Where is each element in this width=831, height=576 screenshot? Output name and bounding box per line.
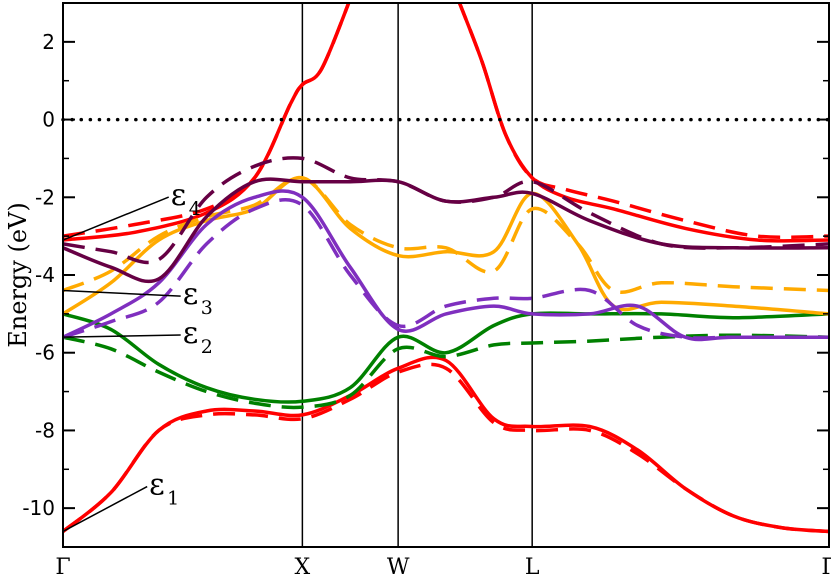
annotation-subscript: 2 bbox=[201, 336, 213, 358]
annotation-subscript: 3 bbox=[201, 297, 213, 319]
y-tick-label: -2 bbox=[35, 185, 55, 209]
y-axis-label: Energy (eV) bbox=[4, 202, 32, 347]
y-tick-label: -8 bbox=[35, 418, 55, 442]
annotation-subscript: 1 bbox=[167, 488, 179, 510]
kpoint-label: W bbox=[387, 555, 410, 576]
kpoint-label: X bbox=[295, 555, 311, 576]
annotations: ε 1ε 2ε 3ε 4 bbox=[62, 178, 213, 533]
annotation-leader bbox=[62, 289, 181, 297]
annotation-epsilon: ε bbox=[183, 277, 199, 312]
annotation-leader bbox=[62, 485, 148, 533]
kpoint-label: L bbox=[525, 555, 540, 576]
annotation-epsilon: ε bbox=[171, 178, 187, 213]
annotation-epsilon: ε bbox=[183, 316, 199, 351]
kpoint-label: Γ bbox=[821, 555, 831, 576]
band-series-6-solid bbox=[63, 311, 829, 404]
band-series-1-dashed bbox=[63, 362, 829, 534]
band-series-3-dashed bbox=[63, 3, 351, 238]
band-series-11-dashed bbox=[63, 197, 829, 340]
band-series-5-dashed bbox=[457, 3, 829, 240]
y-tick-label: -4 bbox=[35, 263, 55, 287]
band-series-7-dashed bbox=[63, 333, 829, 410]
y-tick-label: 2 bbox=[42, 30, 55, 54]
band-lines bbox=[63, 3, 829, 534]
band-series-10-solid bbox=[63, 189, 829, 342]
y-tick-label: -6 bbox=[35, 341, 55, 365]
annotation-epsilon: ε bbox=[149, 468, 165, 503]
kpoint-lines bbox=[301, 3, 533, 547]
y-axis: 2 0 -2 -4 -6 -8 -10 bbox=[22, 2, 829, 548]
y-tick-label: 0 bbox=[42, 108, 55, 132]
annotation-leader bbox=[62, 196, 170, 241]
plot-frame bbox=[62, 2, 830, 548]
y-tick-label: -10 bbox=[22, 496, 55, 520]
kpoint-label: Γ bbox=[55, 555, 70, 576]
annotation-subscript: 4 bbox=[189, 198, 201, 220]
band-series-13-dashed bbox=[63, 156, 829, 265]
annotation-leader bbox=[62, 334, 181, 338]
